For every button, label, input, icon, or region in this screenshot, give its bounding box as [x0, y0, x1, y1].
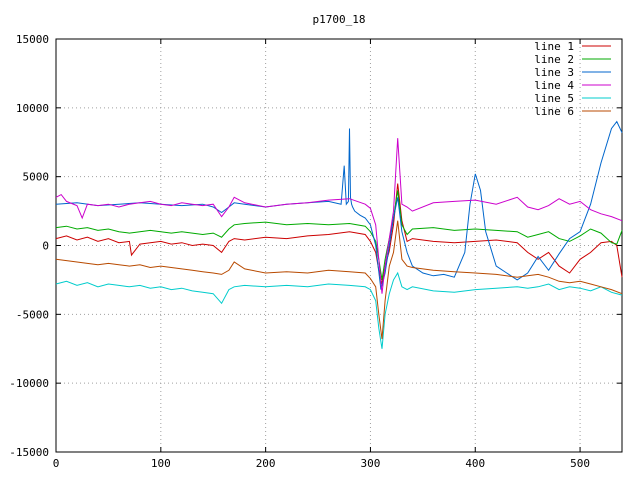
- x-tick-label: 400: [465, 457, 485, 470]
- series-lines: [55, 120, 623, 349]
- legend-label: line 4: [534, 79, 574, 92]
- x-tick-label: 100: [151, 457, 171, 470]
- series-line-1-line: [55, 183, 623, 285]
- x-tick-label: 300: [361, 457, 381, 470]
- y-tick-label: 15000: [16, 33, 49, 46]
- x-tick-label: 0: [53, 457, 60, 470]
- series-line-4-line: [55, 138, 623, 294]
- series-line-6-line: [55, 220, 623, 340]
- axis-ticks: [55, 38, 622, 453]
- y-tick-label: 10000: [16, 102, 49, 115]
- legend-label: line 3: [534, 66, 574, 79]
- y-tick-label: 0: [42, 240, 49, 253]
- legend-label: line 6: [534, 105, 574, 118]
- y-tick-label: 5000: [23, 171, 50, 184]
- y-tick-label: -5000: [16, 308, 49, 321]
- legend-label: line 5: [534, 92, 574, 105]
- series-line-5-line: [55, 271, 623, 349]
- series-line-3-line: [55, 120, 623, 290]
- grid-lines: [56, 39, 622, 452]
- chart-title: p1700_18: [313, 13, 366, 26]
- series-line-2-line: [55, 190, 623, 280]
- legend-label: line 2: [534, 53, 574, 66]
- y-tick-label: -10000: [9, 377, 49, 390]
- legend-label: line 1: [534, 40, 574, 53]
- x-tick-label: 200: [256, 457, 276, 470]
- y-tick-label: -15000: [9, 446, 49, 459]
- x-tick-label: 500: [570, 457, 590, 470]
